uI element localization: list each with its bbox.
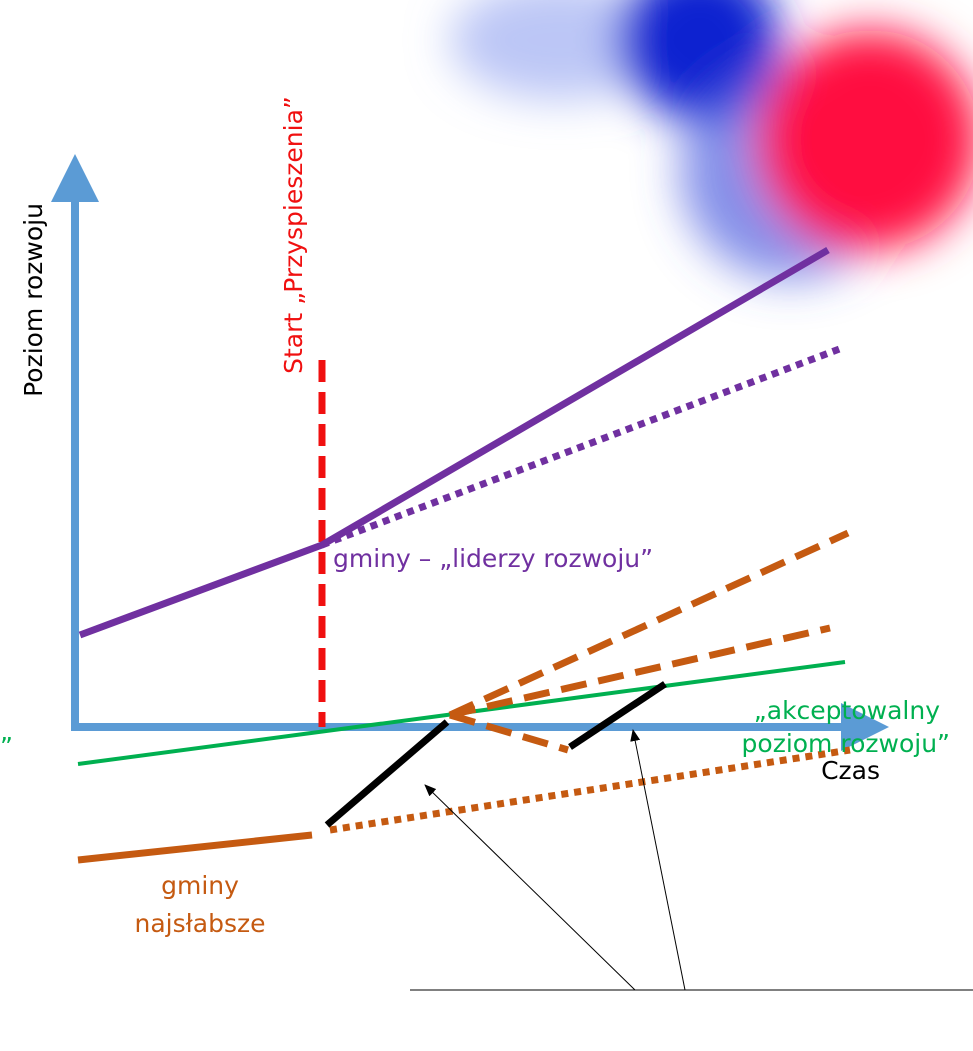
x-axis-label: Czas	[821, 756, 880, 785]
acceptable-label: poziom rozwoju”	[742, 729, 950, 758]
weakest-label: najsłabsze	[135, 909, 266, 938]
acceptable-label: „akceptowalny	[754, 696, 940, 725]
leaders-line	[78, 246, 830, 639]
leaders-baseline	[320, 344, 844, 549]
edge-fragment: ”	[0, 732, 13, 761]
weakest-label: gminy	[161, 871, 239, 900]
scenario-lines	[448, 529, 850, 754]
decor-blob	[450, 0, 973, 280]
accel-segment	[324, 719, 450, 828]
callout-arrow	[424, 784, 636, 991]
weakest-baseline	[329, 746, 851, 834]
callout-arrow	[630, 729, 686, 991]
marker-label: Start „Przyspieszenia”	[279, 96, 308, 374]
accel-segment	[568, 681, 667, 750]
y-axis-label: Poziom rozwoju	[19, 203, 48, 397]
leaders-label: gminy – „liderzy rozwoju”	[333, 544, 653, 573]
weakest-line	[77, 831, 313, 864]
